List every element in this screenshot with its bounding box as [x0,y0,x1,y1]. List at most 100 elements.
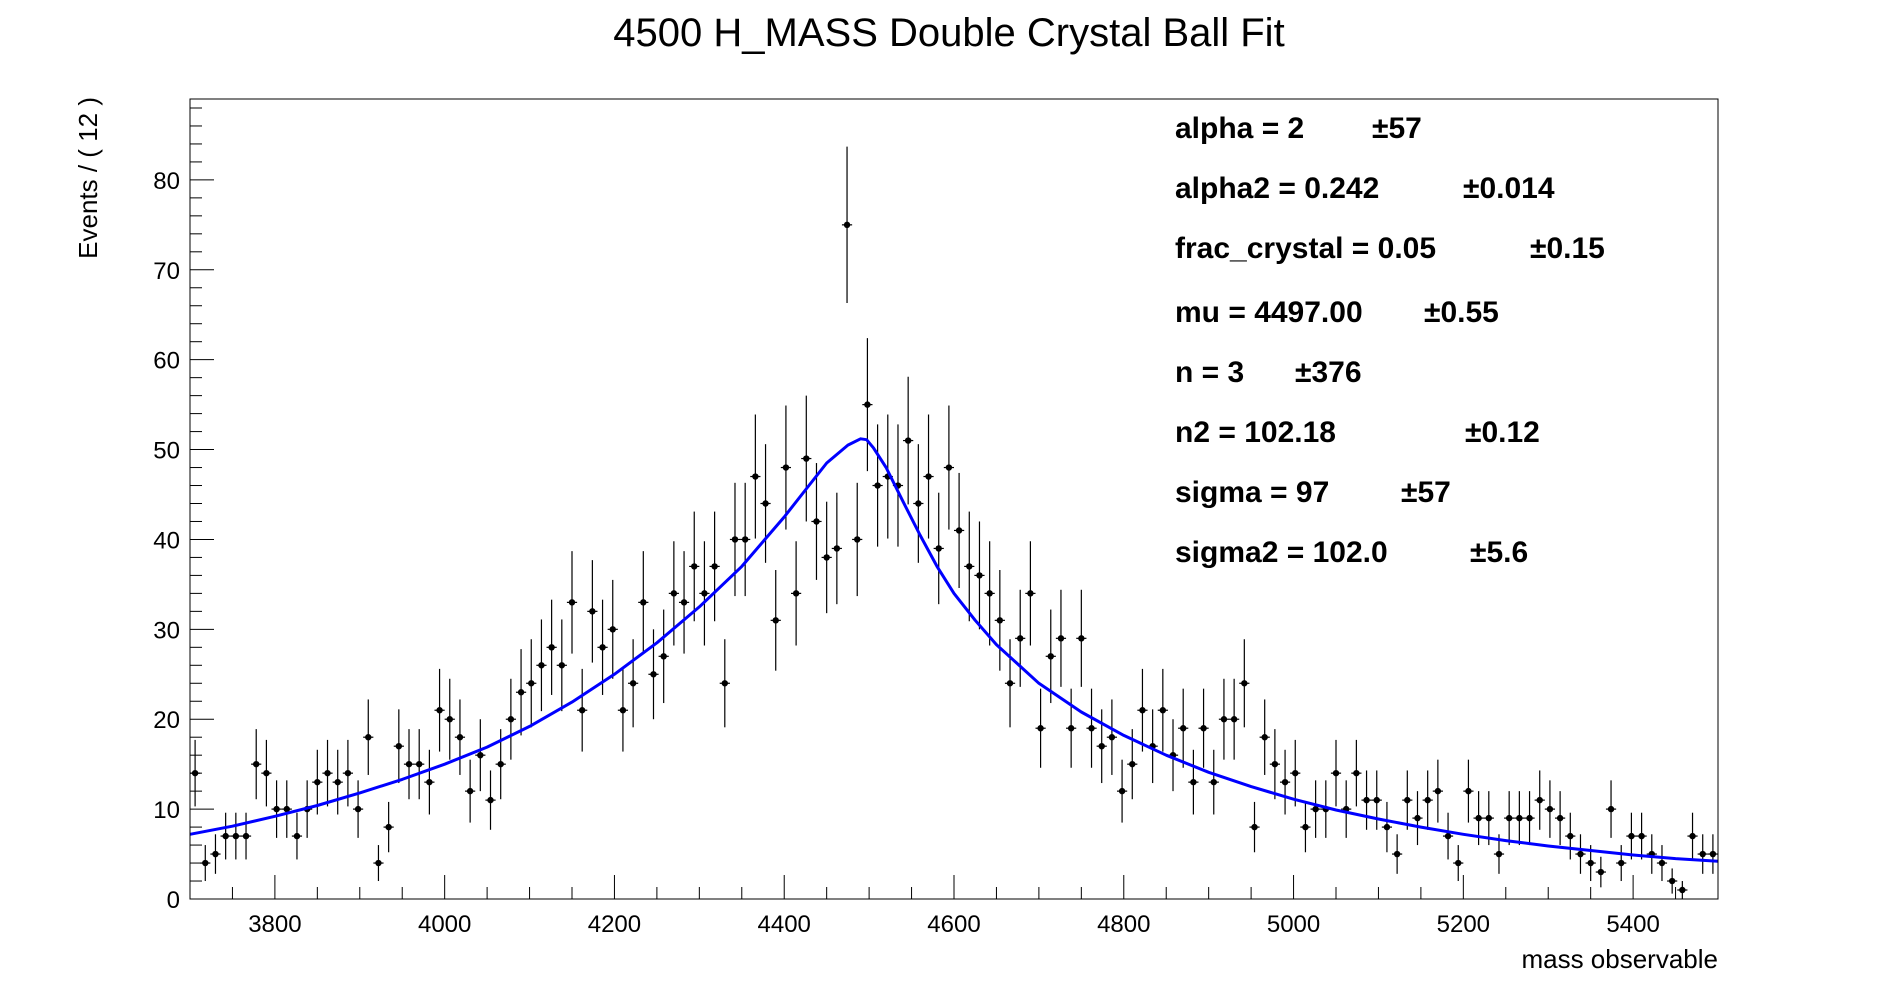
data-point [984,541,995,646]
point-marker [517,689,525,696]
data-point [1483,791,1494,846]
data-point [587,560,598,663]
point-marker [803,455,810,462]
point-marker [1587,859,1594,867]
data-point [1656,845,1668,882]
x-tick-label: 4800 [1097,911,1150,938]
data-point [536,619,547,712]
point-marker [487,796,494,804]
data-point [1290,739,1301,807]
point-marker [1180,725,1187,732]
point-marker [1434,787,1442,795]
data-point [465,759,476,823]
data-point [1351,739,1362,807]
y-tick-label: 20 [153,707,180,734]
data-point [862,338,873,472]
data-point [363,699,374,775]
point-marker [375,859,382,867]
data-point [200,845,211,882]
param-mu: mu = 4497.00 [1175,296,1363,329]
data-point [251,729,262,800]
data-point [414,729,425,800]
data-point [1524,791,1535,846]
param-error-sigma2: ±5.6 [1470,536,1528,569]
data-point [312,749,323,815]
data-point [903,376,914,505]
data-point [220,812,231,860]
data-point [1422,770,1433,830]
fit-parameters-box: alpha = 2 ±57 alpha2 = 0.242 ±0.014 frac_cry… [1175,112,1605,569]
data-point [628,639,639,728]
point-marker [1332,769,1340,777]
point-marker [731,536,739,543]
point-marker [293,832,301,840]
data-point [1646,834,1657,874]
x-axis: 3800 4000 4200 4400 4600 4800 5000 5200 5400 [189,875,1719,938]
param-error-alpha2: ±0.014 [1463,172,1555,205]
point-marker [354,805,362,813]
point-marker [466,787,474,795]
point-marker [1404,796,1411,804]
param-n2: n2 = 102.18 [1175,416,1336,449]
point-marker [1618,859,1625,867]
data-point [1616,845,1627,882]
data-point [872,424,883,547]
data-point [1463,759,1474,823]
point-marker [1577,850,1584,858]
param-sigma2: sigma2 = 102.0 [1175,536,1388,569]
point-marker [1261,734,1268,741]
point-marker [691,563,698,570]
data-point [1106,699,1117,775]
point-marker [813,518,820,525]
point-marker [1393,850,1401,858]
point-marker [1628,832,1635,840]
point-marker [416,760,423,768]
x-tick-label: 5200 [1437,911,1490,938]
data-point [1066,688,1077,768]
point-marker [1455,859,1462,867]
data-point [1188,749,1199,815]
param-error-n: ±376 [1295,356,1362,389]
data-point [1544,780,1556,838]
data-point [913,444,924,563]
point-marker [253,760,260,768]
point-marker [1190,778,1197,786]
data-point [1157,668,1168,752]
data-point [261,739,272,807]
data-point [1667,868,1678,894]
x-axis-label: mass observable [1521,944,1718,974]
point-marker [1027,590,1034,597]
point-marker [1567,832,1574,840]
data-point [1677,881,1688,899]
data-point [1208,749,1219,815]
data-point [678,551,690,654]
data-point [638,551,649,654]
data-point [424,749,435,815]
data-point [454,699,466,775]
data-point [1707,834,1718,874]
point-marker [232,832,240,840]
point-marker [1668,877,1676,885]
point-marker [202,859,209,867]
data-point [1361,770,1372,830]
data-point [1137,668,1148,752]
point-marker [996,617,1004,624]
point-marker [925,473,932,480]
data-point [821,501,832,614]
data-point [383,801,394,853]
data-point [1381,801,1393,853]
point-marker [334,778,341,786]
point-marker [1373,796,1380,804]
data-point [1697,834,1708,874]
y-tick-label: 0 [167,887,180,914]
point-marker [1526,814,1533,822]
data-point [1605,780,1617,838]
data-point [1636,812,1647,860]
point-marker [589,608,596,615]
point-marker [1556,814,1564,822]
data-point [1330,739,1342,807]
data-point [1575,834,1586,874]
param-error-n2: ±0.12 [1465,416,1540,449]
data-point [1687,812,1698,860]
y-tick-label: 60 [153,348,180,375]
